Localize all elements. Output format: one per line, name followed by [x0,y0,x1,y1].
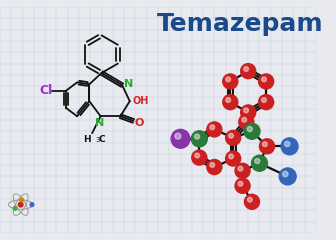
Circle shape [259,95,274,110]
Circle shape [255,158,260,164]
Circle shape [244,66,249,72]
Circle shape [279,168,296,185]
Circle shape [251,155,267,171]
Circle shape [226,151,241,166]
Circle shape [13,206,17,210]
Circle shape [171,129,190,148]
Circle shape [244,123,260,139]
Circle shape [238,166,243,171]
Circle shape [226,98,230,102]
Circle shape [262,98,266,102]
Circle shape [226,130,241,145]
Circle shape [229,154,234,159]
Circle shape [238,181,243,186]
Circle shape [262,77,266,82]
Circle shape [229,133,234,138]
Circle shape [247,126,252,132]
Circle shape [30,203,34,206]
Text: OH: OH [133,96,149,106]
Circle shape [241,64,256,79]
Circle shape [226,77,230,82]
Text: N: N [124,79,133,89]
Circle shape [247,197,252,202]
Circle shape [259,74,274,89]
Circle shape [281,138,298,155]
Circle shape [192,150,207,165]
Circle shape [210,125,215,130]
Text: O: O [134,118,144,128]
Text: Temazepam: Temazepam [157,12,323,36]
Circle shape [223,74,238,89]
Circle shape [207,122,222,137]
Circle shape [20,198,24,202]
Circle shape [285,141,290,147]
Circle shape [175,133,181,139]
Circle shape [18,202,23,207]
Circle shape [241,105,256,120]
Circle shape [259,139,275,154]
Circle shape [195,153,200,158]
Circle shape [210,162,215,167]
Text: C: C [99,135,106,144]
Text: H: H [83,135,90,144]
Text: Cl: Cl [40,84,53,97]
Circle shape [239,114,254,129]
Circle shape [207,160,222,174]
Circle shape [195,134,200,139]
Circle shape [235,163,250,178]
Text: N: N [95,118,104,128]
Text: 3: 3 [95,137,99,143]
Circle shape [191,131,207,147]
Circle shape [235,178,250,193]
Circle shape [283,171,288,177]
Circle shape [223,95,238,110]
Circle shape [242,117,247,122]
Circle shape [244,108,249,113]
Circle shape [262,142,267,147]
Circle shape [245,194,259,209]
